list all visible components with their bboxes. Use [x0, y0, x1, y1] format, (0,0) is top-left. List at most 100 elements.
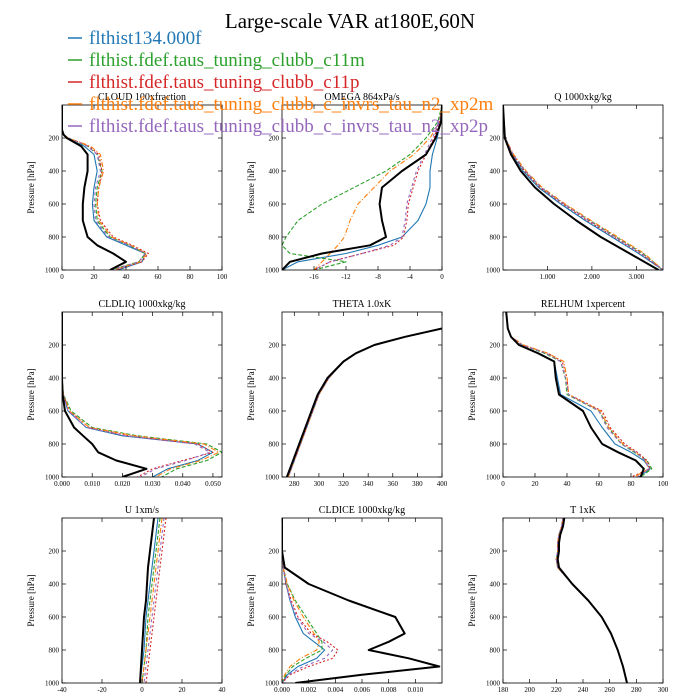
panels: CLOUD 100xfraction Pressure [hPa] 0 20 40 60 8…	[26, 92, 669, 694]
y-tick-label: 1000	[486, 680, 501, 688]
y-tick-label: 1000	[486, 474, 501, 482]
series-line-5	[313, 105, 442, 270]
x-tick-label: 3.000	[628, 273, 644, 281]
panel-title: CLDICE 1000xkg/kg	[319, 505, 405, 516]
y-tick-label: 400	[49, 375, 60, 383]
y-tick-label: 600	[49, 614, 60, 622]
legend-item: flthist.fdef.taus_tuning_clubb_c_invrs_t…	[68, 94, 493, 115]
series-line-1	[503, 105, 663, 270]
x-tick-label: 0.040	[175, 480, 191, 488]
legend: flthist134.000fflthist.fdef.taus_tuning_…	[68, 28, 493, 137]
series-line-5	[143, 518, 165, 683]
x-tick-label: 40	[219, 686, 227, 694]
series-line-6	[505, 312, 645, 477]
series-line-6	[139, 518, 155, 683]
x-tick-label: -12	[341, 273, 351, 281]
series-line-1	[282, 518, 326, 683]
panel-title: Q 1000xkg/kg	[554, 92, 612, 103]
y-axis-label: Pressure [hPa]	[467, 161, 477, 213]
series-line-5	[505, 312, 650, 477]
series-line-3	[505, 312, 651, 477]
y-axis-label: Pressure [hPa]	[246, 368, 256, 420]
x-tick-label: 280	[289, 480, 300, 488]
plot-frame	[61, 104, 223, 271]
series-line-4	[287, 327, 442, 477]
series-group	[505, 312, 653, 477]
series-line-3	[555, 518, 628, 683]
series-line-6	[285, 327, 442, 477]
series-line-5	[555, 518, 628, 683]
panel-5: THETA 1.0xK Pressure [hPa] 280 300 320 340 360…	[246, 299, 448, 488]
x-tick-label: 0	[60, 273, 64, 281]
y-tick-label: 200	[49, 342, 60, 350]
x-tick-label: 0.030	[145, 480, 161, 488]
panel-9: T 1xK Pressure [hPa] 180 200 220 240 260 280 300…	[467, 505, 669, 694]
y-axis-label: Pressure [hPa]	[467, 368, 477, 420]
x-tick-label: 0.000	[54, 480, 70, 488]
x-tick-label: -8	[375, 273, 381, 281]
series-line-2	[555, 518, 628, 683]
y-tick-label: 400	[490, 375, 501, 383]
x-tick-label: 0.050	[205, 480, 221, 488]
x-tick-label: 320	[338, 480, 349, 488]
y-tick-label: 400	[49, 581, 60, 589]
x-tick-label: -4	[407, 273, 413, 281]
x-tick-label: 0.000	[274, 686, 290, 694]
y-tick-label: 200	[269, 548, 280, 556]
x-tick-label: 260	[604, 686, 615, 694]
series-group	[139, 518, 167, 683]
y-tick-label: 600	[490, 201, 501, 209]
legend-label: flthist.fdef.taus_tuning_clubb_c_invrs_t…	[89, 116, 488, 137]
y-tick-label: 600	[269, 201, 280, 209]
y-tick-label: 400	[269, 375, 280, 383]
panel-1: CLOUD 100xfraction Pressure [hPa] 0 20 40 60 8…	[26, 92, 228, 281]
plot-frame	[281, 104, 443, 271]
panel-4: CLDLIQ 1000xkg/kg Pressure [hPa] 0.000 0.01…	[26, 299, 223, 488]
series-line-4	[505, 312, 650, 477]
plot-frame	[281, 517, 443, 684]
figure-title: Large-scale VAR at180E,60N	[225, 9, 475, 33]
series-line-1	[62, 312, 214, 477]
x-tick-label: 0.020	[115, 480, 131, 488]
series-line-5	[503, 105, 663, 270]
y-tick-label: 400	[269, 168, 280, 176]
x-tick-label: 0.002	[301, 686, 317, 694]
y-tick-label: 400	[49, 168, 60, 176]
series-line-6	[62, 105, 127, 270]
panel-title: CLOUD 100xfraction	[98, 92, 186, 103]
x-tick-label: 360	[388, 480, 399, 488]
series-group	[282, 518, 441, 683]
y-tick-label: 200	[490, 135, 501, 143]
x-tick-label: 180	[498, 686, 509, 694]
y-tick-label: 800	[490, 234, 501, 242]
series-line-6	[503, 105, 660, 270]
series-line-4	[141, 518, 163, 683]
y-tick-label: 1000	[45, 680, 60, 688]
plot-frame	[502, 311, 664, 478]
y-tick-label: 600	[490, 614, 501, 622]
x-tick-label: 0	[501, 480, 505, 488]
x-tick-label: 80	[628, 480, 636, 488]
series-line-5	[62, 312, 211, 477]
y-tick-label: 800	[49, 647, 60, 655]
plot-frame	[61, 311, 223, 478]
legend-label: flthist.fdef.taus_tuning_clubb_c_invrs_t…	[89, 94, 493, 115]
legend-item: flthist.fdef.taus_tuning_clubb_c11p	[68, 72, 360, 93]
x-tick-label: 240	[578, 686, 589, 694]
y-tick-label: 400	[269, 581, 280, 589]
plot-frame	[502, 517, 664, 684]
panel-title: T 1xK	[570, 505, 596, 516]
series-line-5	[287, 327, 442, 477]
series-group	[503, 105, 663, 270]
panel-6: RELHUM 1xpercent Pressure [hPa] 0 20 40 60 80 1…	[467, 299, 669, 488]
y-tick-label: 1000	[265, 474, 280, 482]
x-tick-label: 20	[179, 686, 187, 694]
x-tick-label: 280	[631, 686, 642, 694]
series-line-5	[62, 105, 146, 270]
y-tick-label: 200	[269, 135, 280, 143]
x-tick-label: -20	[97, 686, 107, 694]
series-line-4	[503, 105, 663, 270]
x-tick-label: 40	[123, 273, 131, 281]
y-tick-label: 800	[490, 647, 501, 655]
